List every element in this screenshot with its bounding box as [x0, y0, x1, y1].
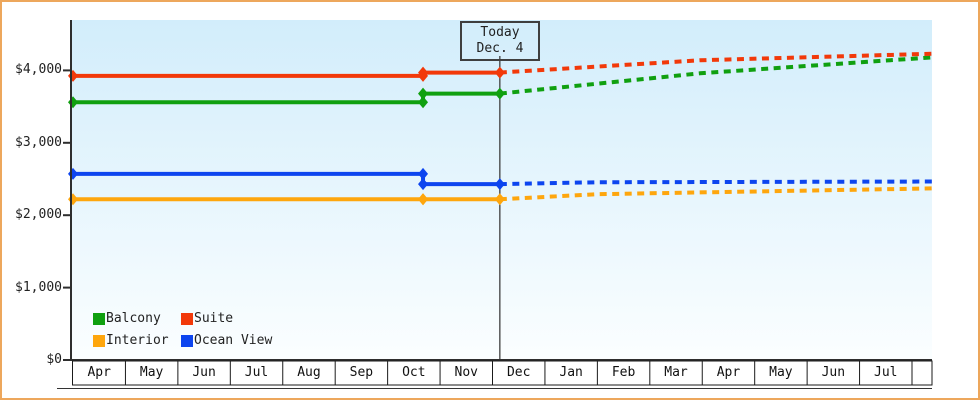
month-label-14: May: [769, 365, 793, 380]
data-point-marker: [418, 167, 429, 180]
today-flag-line2: Dec. 4: [476, 41, 524, 56]
month-label-4: Jul: [244, 365, 269, 380]
data-point-marker: [494, 193, 505, 206]
month-label-11: Feb: [611, 365, 636, 380]
month-label-1: Apr: [87, 365, 111, 380]
legend-swatch-icon: [93, 312, 105, 325]
data-point-marker: [418, 178, 429, 191]
series-forecast-suite: [499, 51, 932, 75]
today-flag: Today Dec. 4: [460, 21, 540, 61]
y-tick-label: $0: [46, 352, 62, 367]
legend-item-ocean-view: Ocean View: [181, 334, 272, 347]
month-label-10: Jan: [559, 365, 583, 380]
y-tick-label: $1,000: [15, 279, 62, 295]
legend: Balcony Suite Interior Ocean View: [93, 312, 272, 347]
data-point-marker: [494, 87, 505, 100]
y-tick-label: $3,000: [15, 134, 62, 150]
y-tick: [63, 214, 70, 217]
x-axis-line: [70, 359, 932, 361]
legend-item-suite: Suite: [181, 312, 272, 325]
legend-label: Interior: [106, 333, 169, 348]
month-label-6: Sep: [349, 365, 374, 380]
legend-swatch-icon: [93, 334, 105, 347]
month-label-8: Nov: [454, 365, 479, 380]
month-band: [72, 360, 933, 386]
data-point-marker: [494, 178, 505, 191]
data-point-marker: [418, 96, 429, 109]
y-tick: [63, 286, 70, 289]
month-label-13: Apr: [716, 365, 741, 380]
month-label-9: Dec: [506, 365, 531, 380]
month-label-15: Jun: [821, 365, 846, 380]
legend-label: Suite: [194, 311, 234, 326]
data-point-marker: [418, 87, 429, 100]
today-flag-line1: Today: [480, 25, 520, 40]
series-forecast-balcony: [499, 55, 933, 96]
data-point-marker: [494, 66, 505, 79]
legend-item-balcony: Balcony: [93, 312, 181, 325]
y-tick-label: $2,000: [15, 207, 62, 223]
month-label-2: May: [139, 365, 164, 380]
y-axis-line: [70, 20, 72, 361]
data-point-marker: [418, 66, 429, 79]
data-point-marker: [418, 193, 429, 206]
y-tick: [63, 141, 70, 144]
legend-swatch-icon: [181, 334, 193, 347]
month-label-3: Jun: [192, 365, 216, 380]
month-label-7: Oct: [402, 365, 426, 380]
month-label-5: Aug: [297, 365, 321, 380]
month-label-16: Jul: [874, 365, 898, 380]
month-label-12: Mar: [664, 365, 688, 380]
legend-label: Ocean View: [194, 333, 273, 348]
y-tick: [63, 69, 70, 72]
legend-item-interior: Interior: [93, 334, 181, 347]
legend-swatch-icon: [181, 312, 193, 325]
legend-label: Balcony: [106, 311, 161, 326]
y-tick: [63, 359, 70, 361]
y-tick-label: $4,000: [15, 62, 62, 78]
